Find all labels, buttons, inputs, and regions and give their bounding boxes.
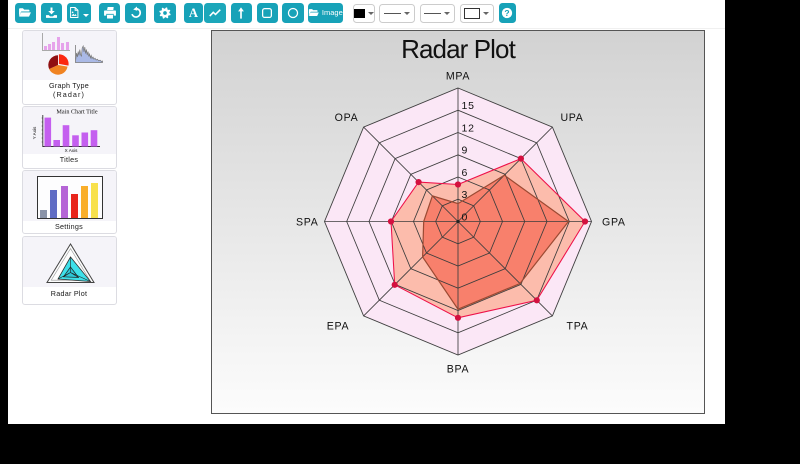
svg-text:Main Chart Title: Main Chart Title (56, 109, 98, 116)
svg-text:3: 3 (462, 189, 469, 201)
svg-text:12: 12 (462, 122, 475, 134)
svg-text:9: 9 (462, 145, 469, 157)
svg-text:SPA: SPA (296, 216, 319, 228)
svg-text:15: 15 (462, 100, 475, 112)
svg-text:X Axis: X Axis (65, 148, 78, 153)
svg-text:TPA: TPA (567, 320, 589, 332)
svg-text:A: A (189, 6, 199, 20)
svg-text:BPA: BPA (447, 364, 470, 376)
svg-text:GPA: GPA (602, 216, 626, 228)
svg-text:Radar Plot: Radar Plot (401, 34, 517, 64)
svg-text:0: 0 (462, 211, 469, 223)
svg-text:UPA: UPA (560, 112, 583, 124)
svg-text:Y Axis: Y Axis (32, 126, 37, 139)
svg-text:?: ? (505, 8, 510, 18)
svg-text:6: 6 (462, 167, 469, 179)
svg-text:MPA: MPA (446, 71, 471, 83)
svg-text:OPA: OPA (335, 112, 359, 124)
svg-text:EPA: EPA (327, 320, 350, 332)
